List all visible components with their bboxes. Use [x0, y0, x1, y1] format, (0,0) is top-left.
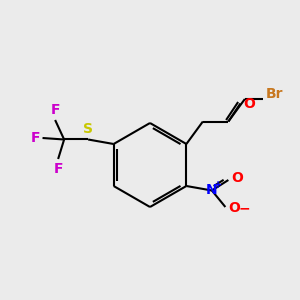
Text: O: O	[243, 97, 255, 110]
Text: F: F	[31, 131, 40, 145]
Text: O: O	[228, 202, 240, 215]
Text: N: N	[206, 184, 218, 197]
Text: S: S	[83, 122, 93, 136]
Text: −: −	[239, 202, 250, 215]
Text: O: O	[231, 172, 243, 185]
Text: Br: Br	[265, 88, 283, 101]
Text: F: F	[53, 162, 63, 176]
Text: +: +	[214, 180, 223, 190]
Text: F: F	[50, 103, 60, 117]
